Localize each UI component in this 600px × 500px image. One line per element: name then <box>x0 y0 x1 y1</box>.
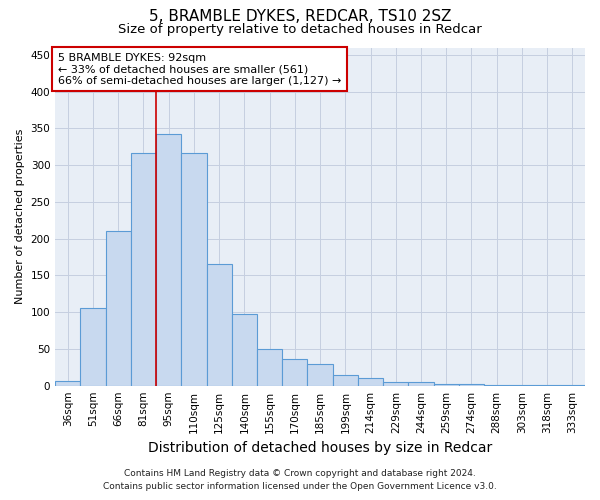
Bar <box>307 364 332 386</box>
Bar <box>459 384 484 386</box>
X-axis label: Distribution of detached houses by size in Redcar: Distribution of detached houses by size … <box>148 441 492 455</box>
Bar <box>358 378 383 386</box>
Bar <box>509 385 535 386</box>
Text: Size of property relative to detached houses in Redcar: Size of property relative to detached ho… <box>118 22 482 36</box>
Bar <box>206 264 232 386</box>
Bar <box>156 134 181 386</box>
Bar <box>106 232 131 386</box>
Bar <box>332 374 358 386</box>
Y-axis label: Number of detached properties: Number of detached properties <box>15 129 25 304</box>
Bar <box>484 385 509 386</box>
Bar <box>181 152 206 386</box>
Bar <box>257 349 282 386</box>
Bar <box>282 359 307 386</box>
Text: 5, BRAMBLE DYKES, REDCAR, TS10 2SZ: 5, BRAMBLE DYKES, REDCAR, TS10 2SZ <box>149 9 451 24</box>
Bar <box>232 314 257 386</box>
Bar <box>560 385 585 386</box>
Bar <box>383 382 409 386</box>
Bar <box>131 152 156 386</box>
Text: Contains HM Land Registry data © Crown copyright and database right 2024.
Contai: Contains HM Land Registry data © Crown c… <box>103 469 497 491</box>
Bar <box>535 385 560 386</box>
Bar <box>434 384 459 386</box>
Bar <box>80 308 106 386</box>
Bar <box>55 380 80 386</box>
Text: 5 BRAMBLE DYKES: 92sqm
← 33% of detached houses are smaller (561)
66% of semi-de: 5 BRAMBLE DYKES: 92sqm ← 33% of detached… <box>58 52 341 86</box>
Bar <box>409 382 434 386</box>
